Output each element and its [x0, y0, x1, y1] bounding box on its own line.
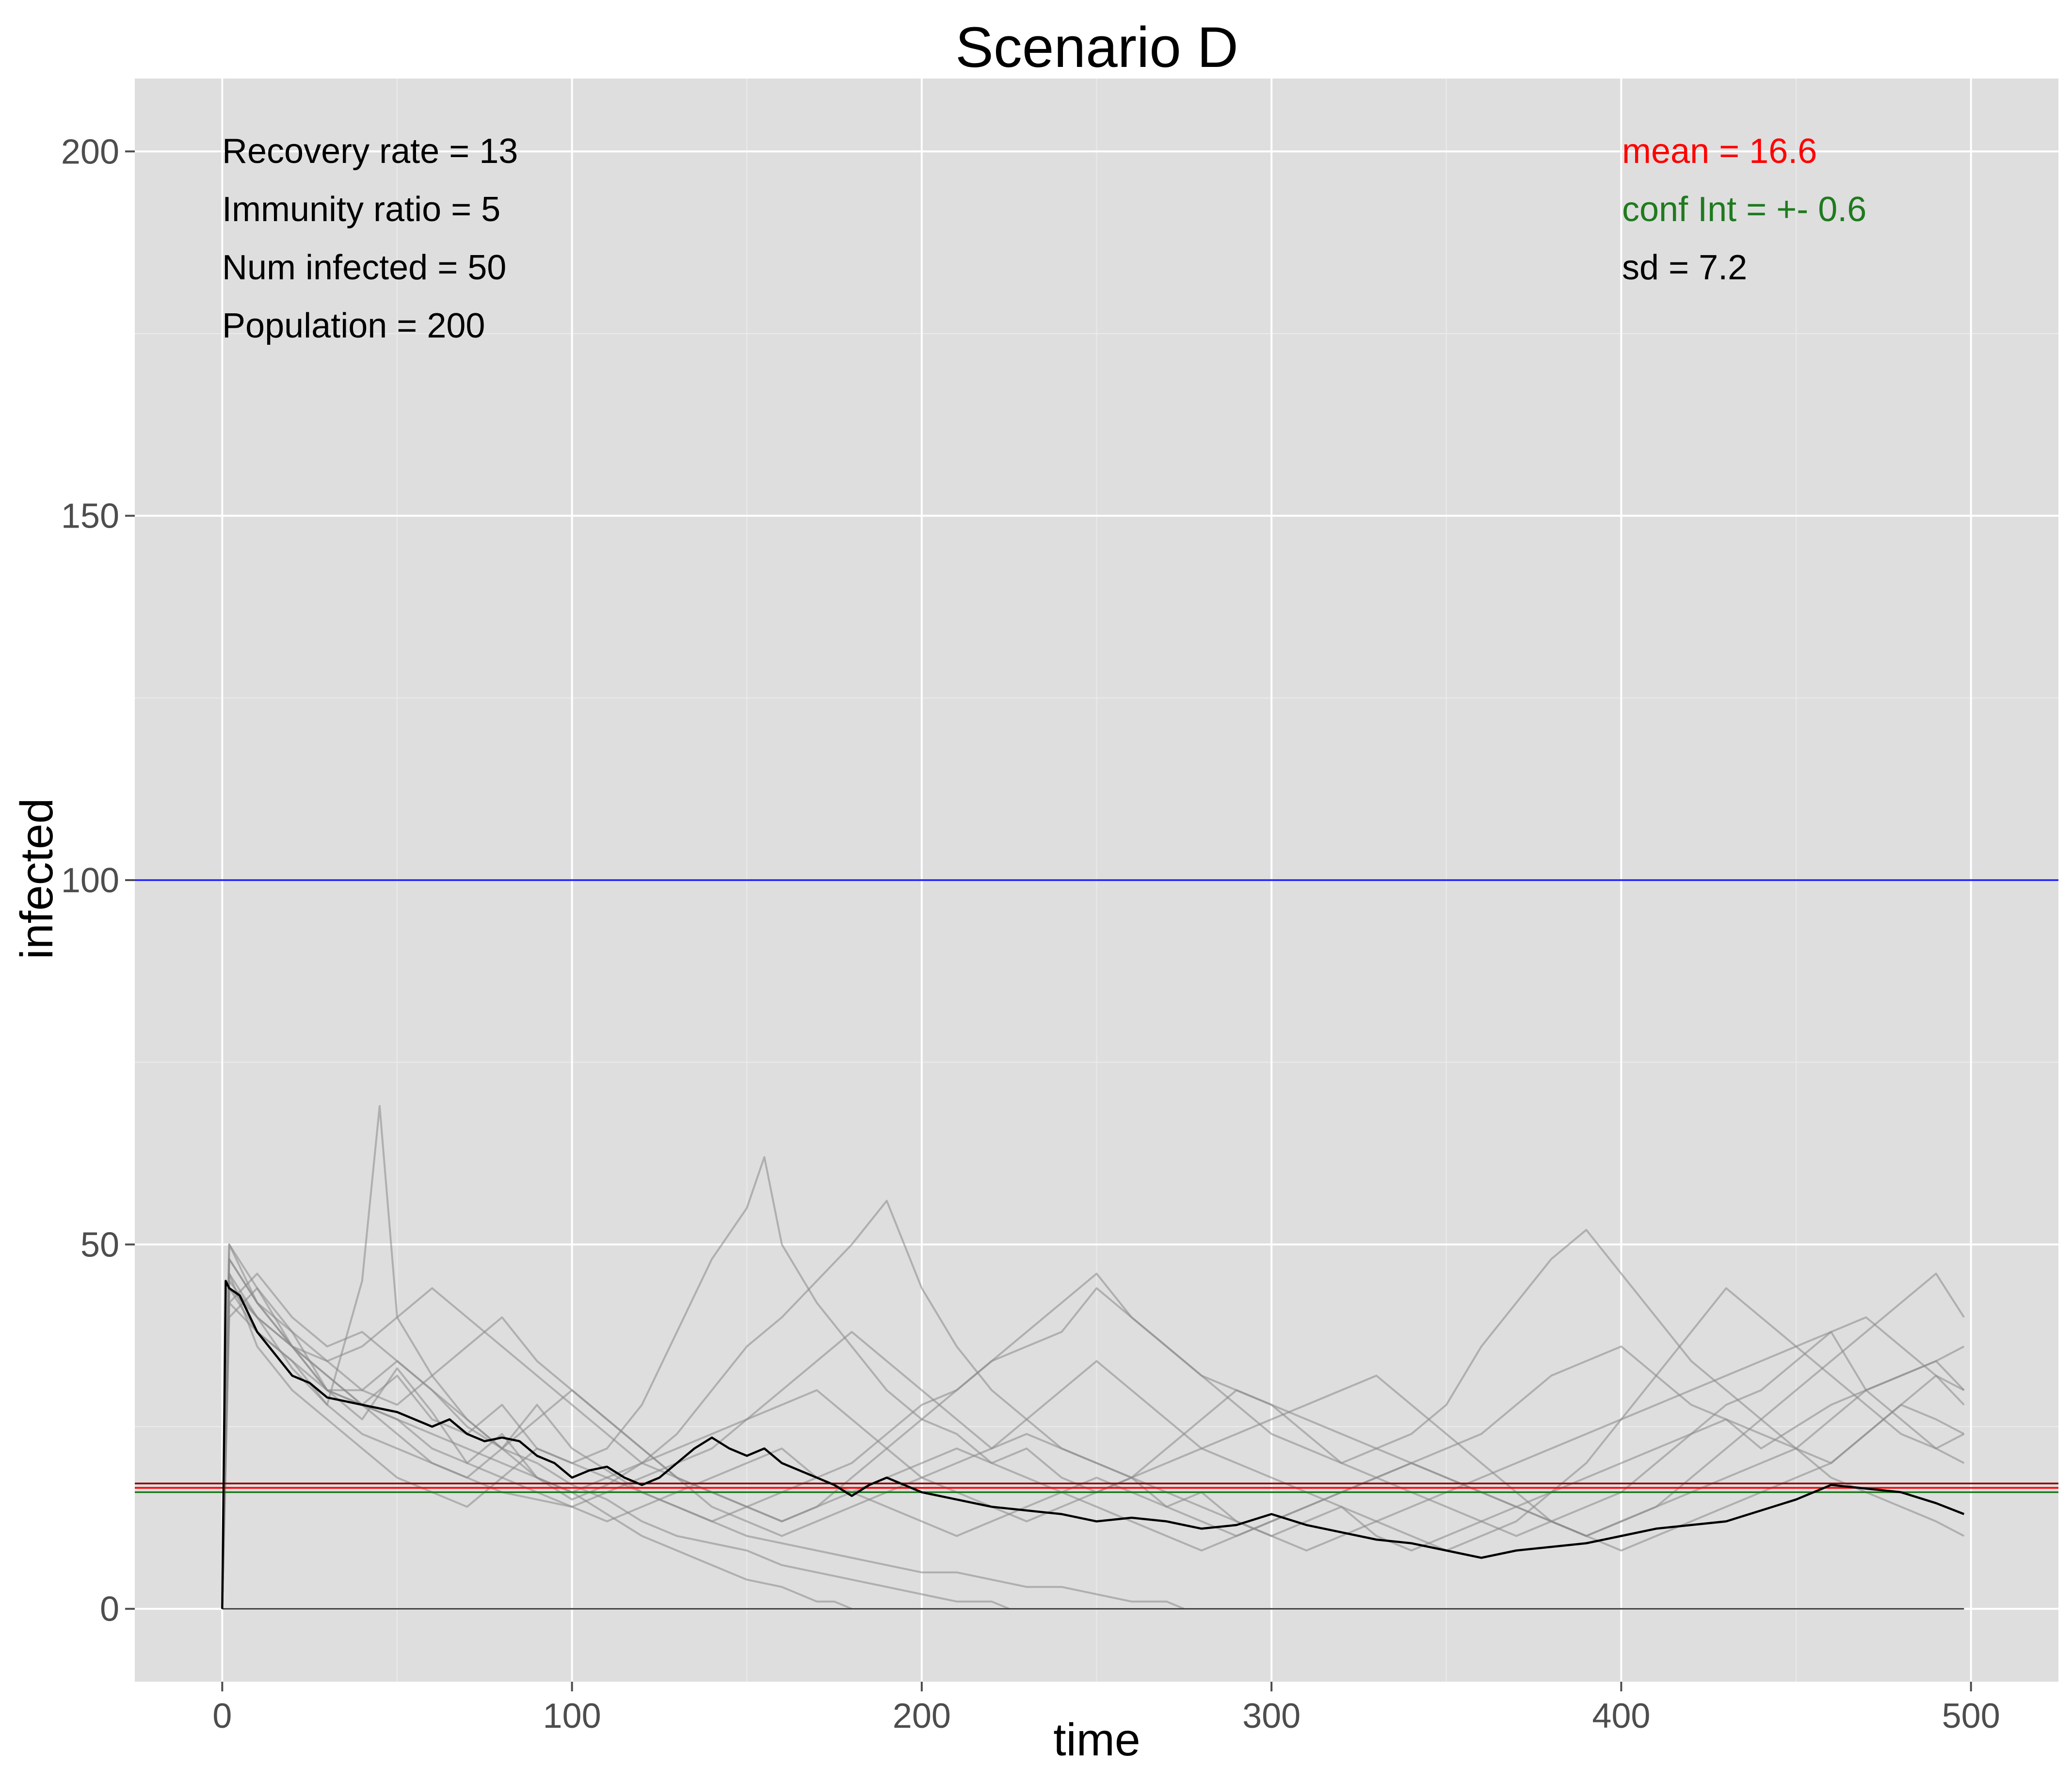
- y-axis-title: infected: [11, 798, 63, 960]
- x-tick-label: 0: [212, 1697, 232, 1736]
- parameter-label: Immunity ratio = 5: [222, 190, 500, 229]
- statistics-annotations: mean = 16.6 conf Int = +- 0.6 sd = 7.2: [1622, 132, 1866, 287]
- x-tick-label: 100: [543, 1697, 601, 1736]
- parameter-label: Recovery rate = 13: [222, 132, 518, 171]
- simulation-runs: [221, 1105, 1965, 1610]
- x-tick-label: 500: [1942, 1697, 2000, 1736]
- y-tick-label: 0: [100, 1590, 119, 1629]
- x-axis-ticks: 0 100 200 300 400 500: [212, 1682, 2000, 1736]
- y-tick-label: 150: [61, 497, 119, 536]
- run-series-line: [221, 1287, 1965, 1609]
- y-tick-label: 200: [61, 132, 119, 171]
- minor-grid: [135, 79, 2058, 1682]
- run-series-line: [221, 1156, 1965, 1609]
- mean-series-line: [221, 1280, 1965, 1609]
- parameter-annotations: Recovery rate = 13 Immunity ratio = 5 Num …: [222, 132, 518, 345]
- statistic-label: conf Int = +- 0.6: [1622, 190, 1866, 229]
- mean-series-layer: [221, 1280, 1965, 1609]
- chart-title: Scenario D: [955, 16, 1238, 80]
- x-tick-label: 300: [1242, 1697, 1301, 1736]
- run-series-line: [221, 1287, 1965, 1609]
- x-tick-label: 200: [893, 1697, 951, 1736]
- y-axis-ticks: 0 50 100 150 200: [61, 132, 135, 1629]
- y-tick-label: 100: [61, 861, 119, 900]
- statistic-label: sd = 7.2: [1622, 248, 1747, 287]
- statistic-label: mean = 16.6: [1622, 132, 1817, 171]
- y-tick-label: 50: [80, 1225, 119, 1264]
- parameter-label: Population = 200: [222, 306, 485, 345]
- run-series-line: [221, 1243, 1965, 1609]
- x-axis-title: time: [1053, 1714, 1140, 1766]
- x-tick-label: 400: [1592, 1697, 1650, 1736]
- reference-lines: [135, 879, 2058, 1494]
- parameter-label: Num infected = 50: [222, 248, 506, 287]
- run-series-line: [221, 1258, 1965, 1609]
